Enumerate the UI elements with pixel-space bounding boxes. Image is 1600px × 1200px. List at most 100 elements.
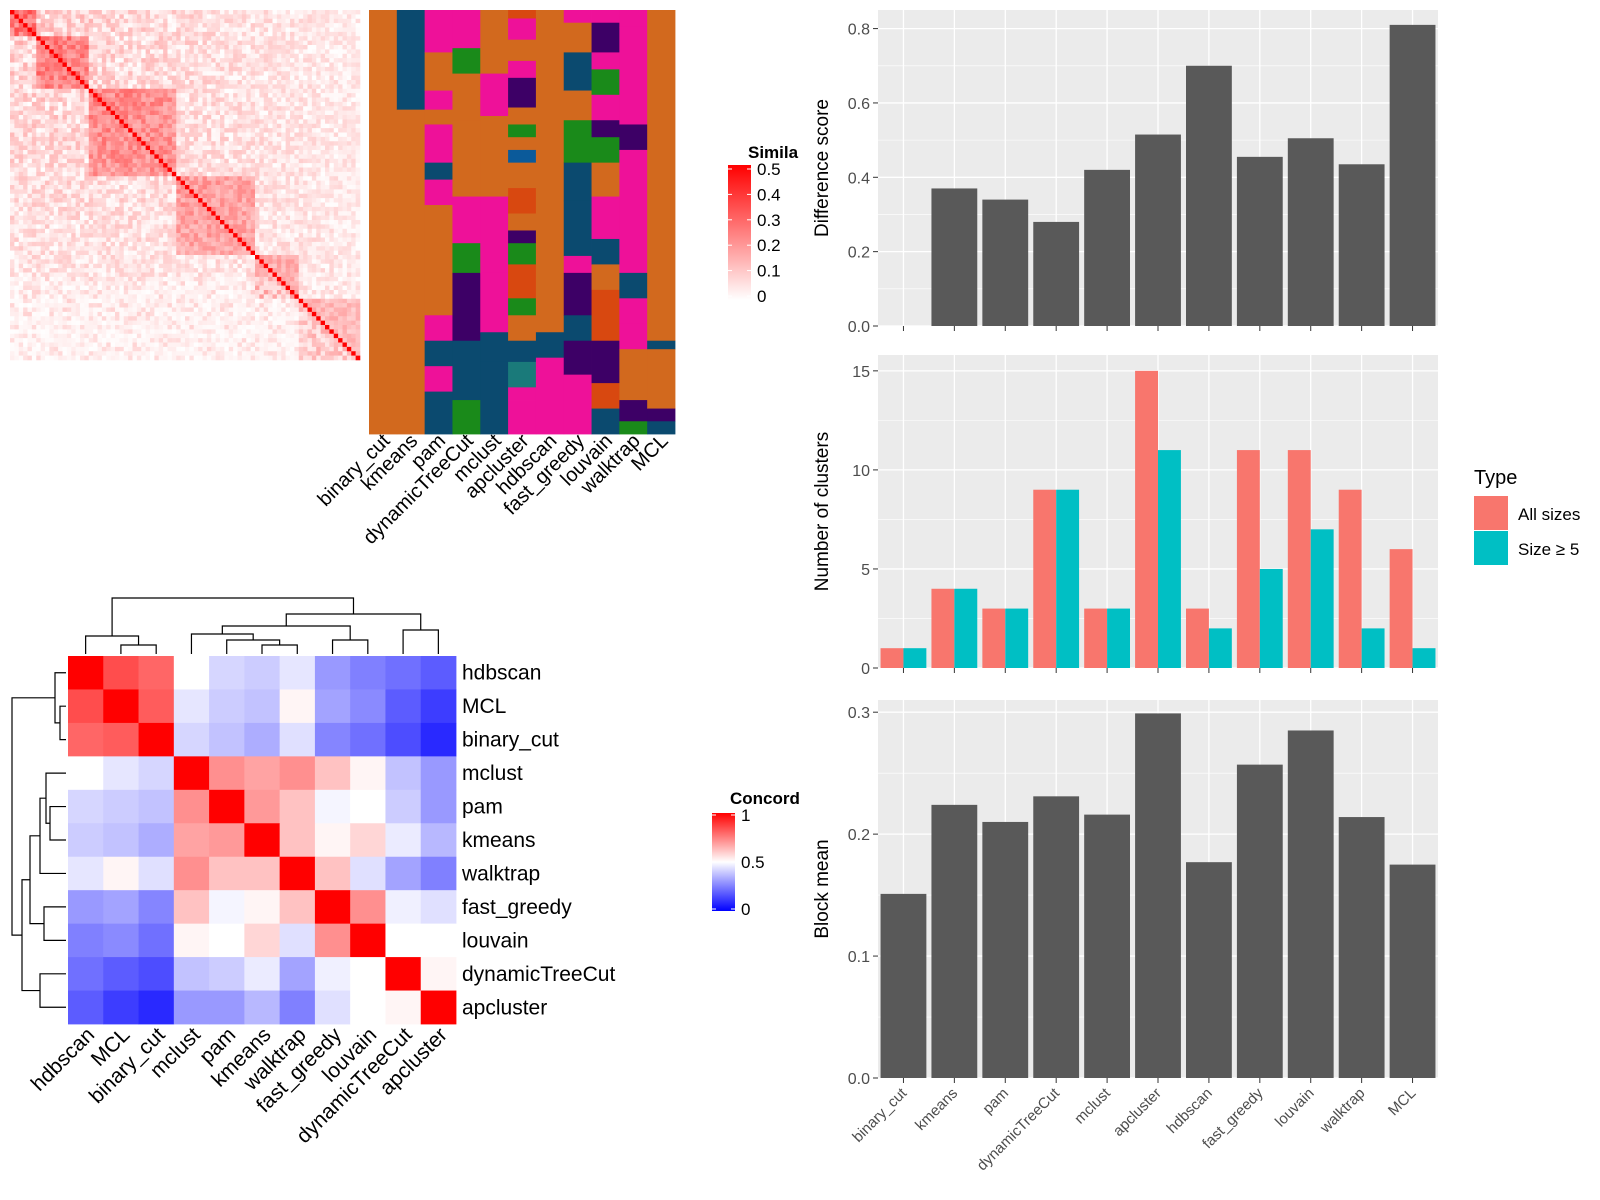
concordance-cell xyxy=(314,957,351,991)
concordance-cell xyxy=(244,722,281,757)
concordance-cell xyxy=(420,789,457,824)
concordance-cell xyxy=(103,756,139,791)
concordance-cell xyxy=(244,957,281,991)
number-of-clusters-chart: 0 5 10 15 Number of clusters xyxy=(812,355,1438,678)
concordance-cell xyxy=(209,823,245,858)
bar xyxy=(1084,169,1130,326)
y-tick-label: 0 xyxy=(861,661,870,678)
concordance-cell xyxy=(350,689,386,724)
concordance-cell xyxy=(350,890,386,925)
bar xyxy=(880,893,927,1078)
concordance-cell xyxy=(138,656,175,690)
concordance-cell xyxy=(103,957,139,991)
bar-all-sizes xyxy=(931,588,955,668)
bar xyxy=(1389,864,1436,1078)
concordance-row-label: hdbscan xyxy=(462,662,541,685)
concordance-cell xyxy=(138,789,175,824)
x-tick-label: walktrap xyxy=(1316,1085,1368,1137)
concordance-cell xyxy=(279,856,316,891)
y-tick-label: 5 xyxy=(861,562,870,579)
concordance-row-label: binary_cut xyxy=(462,729,559,752)
concordance-cell xyxy=(209,756,245,791)
concordance-cell xyxy=(279,990,316,1025)
concordance-row-label: MCL xyxy=(462,695,506,718)
concordance-column-labels: hdbscanMCLbinary_cutmclustpamkmeanswalkt… xyxy=(27,1023,452,1148)
concordance-cell xyxy=(350,722,386,757)
concordance-cell xyxy=(173,656,210,690)
similarity-legend-title: Simila xyxy=(748,143,799,162)
concordance-column-dendrogram xyxy=(85,597,439,654)
x-tick-label: binary_cut xyxy=(849,1084,911,1146)
concordance-cell xyxy=(68,990,104,1025)
concordance-cell xyxy=(244,656,281,690)
bar xyxy=(1338,164,1385,326)
concordance-cell xyxy=(279,890,316,925)
bar-size-ge-5 xyxy=(1208,628,1232,668)
bar-all-sizes xyxy=(1338,489,1362,668)
concordance-cell xyxy=(279,823,316,858)
concordance-cell xyxy=(314,890,351,925)
concordance-legend-title: Concord xyxy=(730,789,800,808)
bar-size-ge-5 xyxy=(1412,648,1436,668)
concordance-cell xyxy=(385,923,422,958)
x-tick-label: MCL xyxy=(1385,1085,1419,1119)
concordance-cell xyxy=(103,890,139,925)
y-tick-label: 0.6 xyxy=(848,96,870,113)
bar-all-sizes xyxy=(1236,450,1260,668)
concordance-cell xyxy=(173,823,210,858)
x-tick-label: apcluster xyxy=(1110,1085,1165,1140)
block-mean-chart: 0.0 0.1 0.2 0.3 Block mean xyxy=(812,700,1438,1088)
bar-all-sizes xyxy=(1186,608,1209,668)
bar xyxy=(931,804,978,1078)
concordance-cell xyxy=(350,990,386,1025)
similarity-legend-tick: 0.2 xyxy=(757,236,781,255)
concordance-cell xyxy=(420,890,457,925)
concordance-row-label: fast_greedy xyxy=(462,896,572,919)
y-tick-label: 0.0 xyxy=(848,1071,870,1088)
bar xyxy=(1236,764,1283,1078)
similarity-legend-tick: 0.3 xyxy=(757,211,781,230)
concordance-cell xyxy=(350,856,386,891)
concordance-cell xyxy=(350,789,386,824)
concordance-cell xyxy=(209,890,245,925)
concordance-cell xyxy=(385,890,422,925)
concordance-cell xyxy=(68,789,104,824)
concordance-cell xyxy=(68,722,104,757)
bar-all-sizes xyxy=(1287,450,1311,668)
bar xyxy=(1033,221,1080,326)
concordance-cell xyxy=(314,789,351,824)
similarity-column-labels: binary_cutkmeanspamdynamicTreeCutmclusta… xyxy=(314,430,673,549)
bar xyxy=(1389,24,1436,327)
concordance-cell xyxy=(385,689,422,724)
concordance-cell xyxy=(138,990,175,1025)
cluster-annotation-heatmap xyxy=(369,10,676,435)
concordance-cell xyxy=(350,823,386,858)
concordance-cell xyxy=(173,856,210,891)
similarity-legend-tick: 0.5 xyxy=(757,160,781,179)
bar xyxy=(1186,862,1232,1078)
concordance-cell xyxy=(244,789,281,824)
concordance-row-label: mclust xyxy=(462,762,523,785)
concordance-cell xyxy=(420,823,457,858)
concordance-cell xyxy=(420,756,457,791)
concordance-cell xyxy=(173,789,210,824)
concordance-cell xyxy=(173,923,210,958)
x-tick-label: kmeans xyxy=(912,1085,961,1134)
concordance-cell xyxy=(103,689,139,724)
bar-all-sizes xyxy=(1033,489,1057,668)
concordance-row-label: kmeans xyxy=(462,829,536,852)
concordance-cell xyxy=(385,756,422,791)
concordance-cell xyxy=(138,756,175,791)
y-tick-label: 0.1 xyxy=(848,949,870,966)
y-axis-label: Number of clusters xyxy=(812,432,833,591)
concordance-cell xyxy=(138,823,175,858)
concordance-cell xyxy=(350,656,386,690)
concordance-cell xyxy=(420,656,457,690)
concordance-cell xyxy=(244,756,281,791)
similarity-legend-tick: 0.4 xyxy=(757,185,781,204)
legend-label-size-ge-5: Size ≥ 5 xyxy=(1518,540,1579,559)
concordance-cell xyxy=(244,923,281,958)
concordance-cell xyxy=(138,722,175,757)
bar-size-ge-5 xyxy=(1005,608,1029,668)
